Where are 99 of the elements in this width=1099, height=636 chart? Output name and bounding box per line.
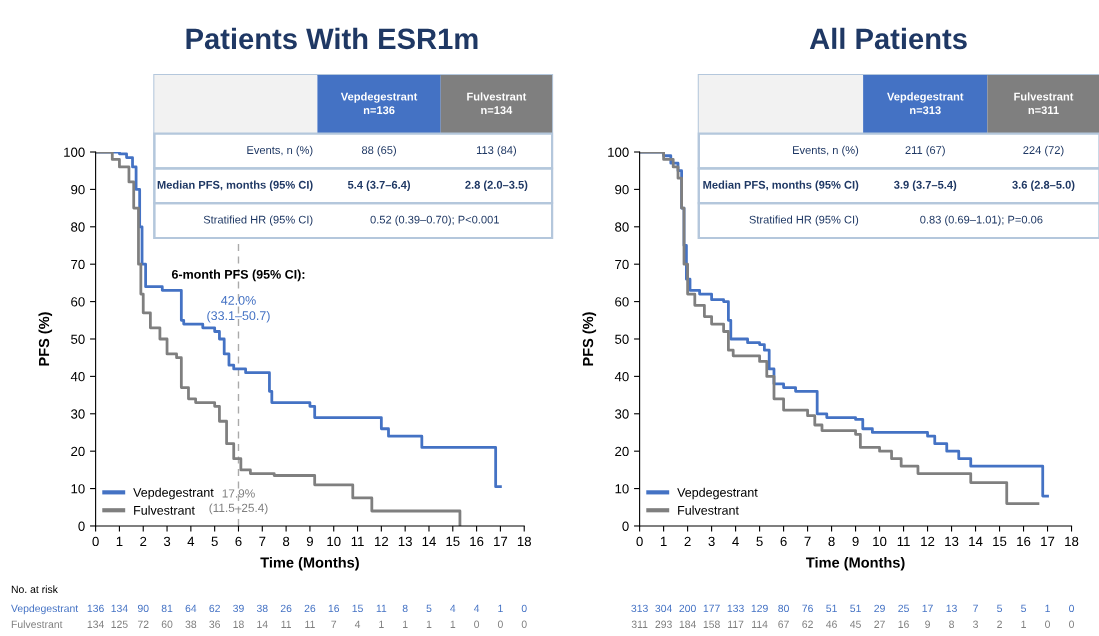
x-tick-label: 11: [897, 536, 910, 546]
y-tick-label: 40: [614, 371, 629, 382]
text: Fulvestrant: [11, 620, 63, 628]
x-tick-label: 4: [187, 536, 195, 546]
text: 134 125 72 60 38 36 18 14 11 11 7 4 1 1 1 1 0 0 0: [87, 620, 527, 628]
y-tick-label: 20: [71, 446, 85, 457]
legend-label: Fulvestrant: [678, 505, 739, 515]
y-tick-label: 90: [615, 184, 629, 195]
text: 311 293 184 158 117 114 67 62 46 45 27 16 9 8 3 2 1 0 0: [631, 620, 1075, 628]
x-tick-label: 18: [517, 536, 531, 547]
x-tick-label: 12: [921, 536, 935, 546]
legend-label: Fulvestrant: [134, 505, 195, 515]
text: No. at risk: [11, 585, 58, 593]
annotation: 3.6 (2.8–5.0): [1012, 180, 1075, 191]
chart-title: Patients With ESR1m: [186, 27, 478, 50]
y-tick-label: 50: [615, 334, 629, 344]
x-tick-label: 2: [140, 536, 147, 546]
y-tick-label: 0: [78, 521, 85, 531]
x-tick-label: 15: [446, 536, 460, 547]
chart-title: All Patients: [809, 27, 967, 50]
x-tick-label: 14: [969, 536, 983, 546]
annotation: Median PFS, months (95% CI): [157, 180, 313, 191]
x-tick-label: 1: [116, 536, 123, 546]
x-tick-label: 11: [351, 536, 364, 546]
annotation: 211 (67): [905, 145, 945, 157]
x-tick-label: 14: [422, 536, 436, 546]
x-tick-label: 9: [852, 536, 859, 547]
y-tick-label: 20: [615, 446, 629, 457]
x-tick-label: 13: [945, 536, 959, 547]
annotation: 3.9 (3.7–5.4): [894, 180, 957, 191]
x-tick-label: 1: [660, 536, 667, 546]
legend-label: Vepdegestrant: [133, 487, 214, 500]
x-tick-label: 17: [494, 536, 508, 546]
text: 313 304 200 177 133 129 80 76 51 51 29 25 17 13 7 5 5 1 0: [631, 604, 1075, 613]
annotation: 6-month PFS (95% CI):: [171, 269, 305, 282]
x-tick-label: 8: [828, 536, 835, 547]
annotation: 0.83 (0.69–1.01); P=0.06: [920, 215, 1043, 226]
annotation: Events, n (%): [793, 145, 859, 157]
x-tick-label: 15: [993, 536, 1007, 547]
text: Vepdegestrant n=136: [340, 92, 418, 115]
annotation: Stratified HR (95% CI): [749, 215, 859, 226]
y-tick-label: 10: [615, 484, 629, 494]
y-tick-label: 60: [71, 297, 85, 307]
y-axis-title: PFS (%): [582, 312, 597, 366]
annotation: Stratified HR (95% CI): [203, 215, 313, 226]
y-tick-label: 60: [615, 297, 629, 307]
annotation: Events, n (%): [247, 145, 313, 157]
y-tick-label: 70: [615, 259, 629, 270]
x-tick-label: 7: [259, 536, 266, 546]
text: Fulvestrant n=134: [467, 92, 527, 115]
y-tick-label: 90: [71, 184, 85, 195]
y-axis-title: PFS (%): [38, 312, 53, 366]
x-tick-label: 0: [636, 536, 643, 547]
x-tick-label: 5: [756, 536, 763, 547]
annotation: 0.52 (0.39–0.70); P<0.001: [370, 215, 499, 226]
y-tick-label: 50: [71, 334, 85, 344]
x-tick-label: 5: [211, 536, 218, 547]
annotation: 88 (65): [361, 145, 396, 157]
y-tick-label: 0: [622, 521, 629, 531]
annotation: Median PFS, months (95% CI): [703, 180, 859, 191]
x-tick-label: 0: [92, 536, 99, 547]
legend-label: Vepdegestrant: [677, 487, 758, 500]
x-tick-label: 8: [283, 536, 290, 547]
text: Vepdegestrant n=313: [887, 92, 964, 115]
y-tick-label: 80: [71, 222, 85, 232]
y-tick-label: 40: [70, 371, 85, 382]
x-tick-label: 6: [780, 536, 787, 547]
annotation: 224 (72): [1023, 145, 1064, 157]
annotation: 5.4 (3.7–6.4): [347, 180, 411, 191]
y-tick-label: 10: [71, 484, 85, 494]
x-tick-label: 7: [804, 536, 811, 546]
annotation: 113 (84): [476, 145, 516, 157]
text: 136 134 90 81 64 62 39 38 26 26 16 15 11 8 5 4 4 1 0: [87, 604, 527, 613]
x-tick-label: 10: [327, 536, 341, 547]
x-tick-label: 3: [163, 536, 171, 547]
text: Fulvestrant n=311: [1014, 92, 1074, 115]
annotation: 42.0% (33.1–50.7): [207, 295, 270, 323]
x-tick-label: 3: [708, 536, 715, 547]
x-tick-label: 16: [470, 536, 484, 547]
y-tick-label: 30: [615, 409, 629, 419]
x-tick-label: 16: [1017, 536, 1031, 547]
y-tick-label: 80: [615, 222, 629, 232]
y-tick-label: 30: [71, 409, 85, 419]
text: Vepdegestrant: [11, 604, 79, 615]
x-tick-label: 12: [375, 536, 389, 546]
x-tick-label: 13: [398, 536, 412, 547]
y-tick-label: 100: [608, 147, 629, 157]
x-tick-label: 4: [732, 536, 739, 546]
x-axis-title: Time (Months): [260, 557, 359, 571]
x-tick-label: 18: [1065, 536, 1079, 547]
y-tick-label: 100: [64, 147, 85, 157]
x-tick-label: 2: [684, 536, 691, 546]
x-tick-label: 17: [1041, 536, 1055, 546]
x-axis-title: Time (Months): [806, 557, 905, 571]
x-tick-label: 6: [235, 536, 242, 547]
y-tick-label: 70: [71, 259, 85, 270]
annotation: 2.8 (2.0–3.5): [465, 180, 528, 191]
x-tick-label: 9: [306, 536, 313, 547]
x-tick-label: 10: [873, 536, 887, 547]
